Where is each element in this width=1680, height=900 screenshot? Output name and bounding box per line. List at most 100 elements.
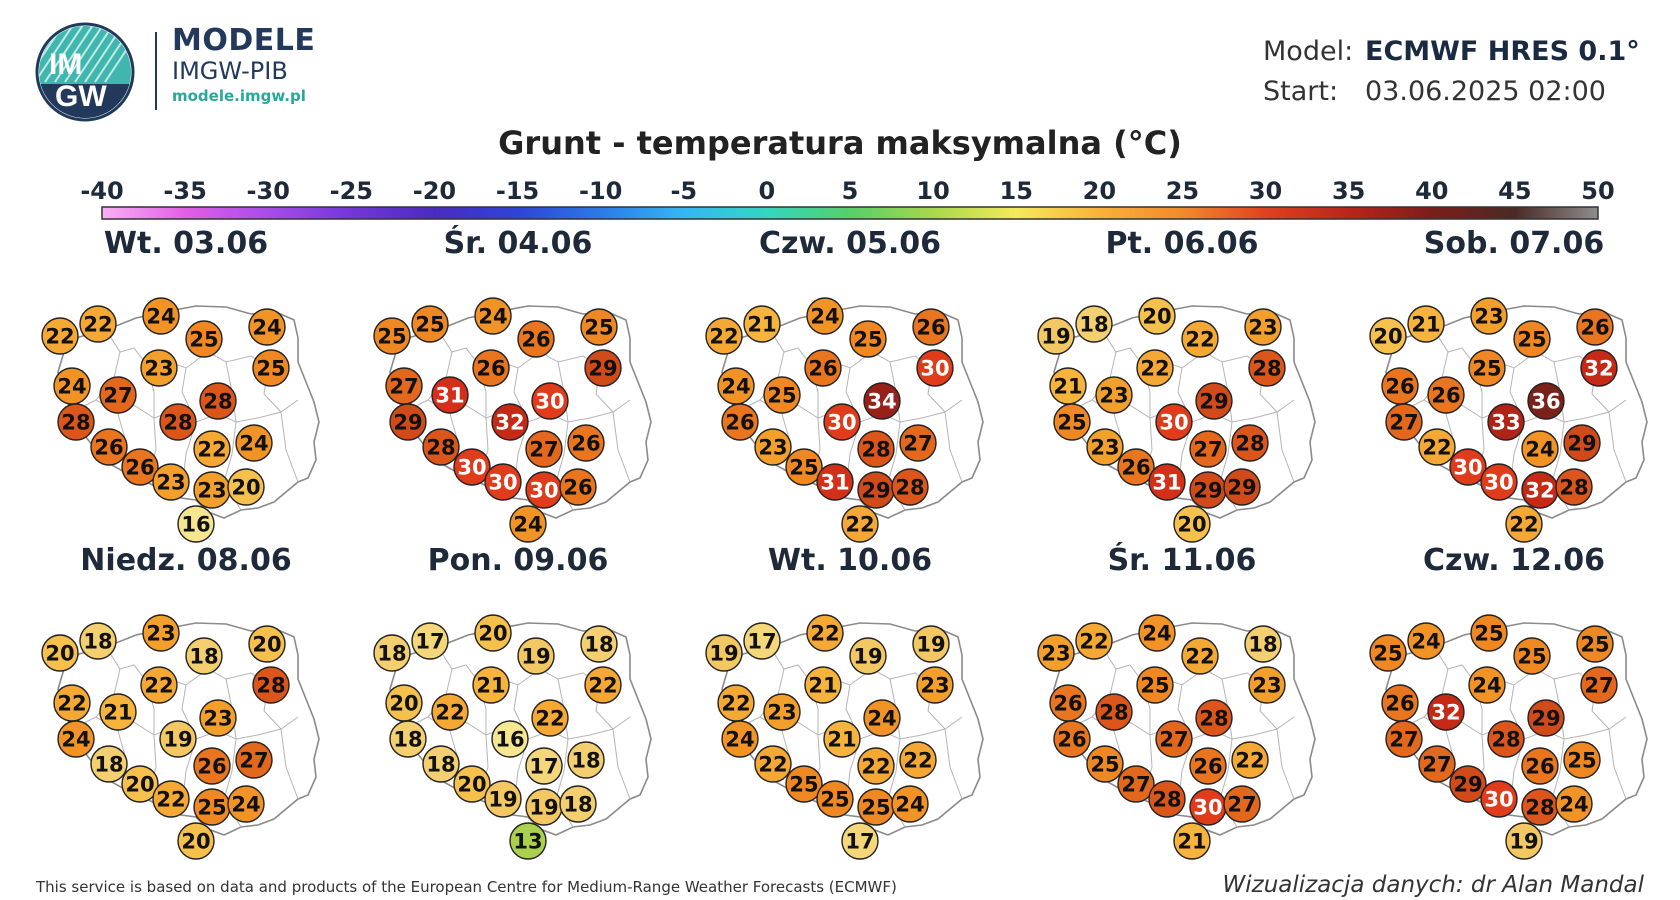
temperature-circle: [1563, 424, 1601, 462]
temperature-marker: 26: [1049, 684, 1087, 722]
temperature-marker: 30: [1155, 403, 1193, 441]
model-label: Model:: [1263, 36, 1354, 67]
temperature-marker: 17: [841, 822, 879, 860]
scale-tick-label: -5: [670, 177, 697, 205]
temperature-value: 23: [1248, 316, 1277, 340]
scale-tick-label: 15: [1000, 177, 1033, 205]
temperature-value: 25: [1140, 674, 1169, 698]
temperature-value: 28: [1525, 796, 1554, 820]
temperature-value: 28: [163, 411, 192, 435]
temperature-circle: [912, 625, 950, 663]
temperature-value: 26: [1057, 728, 1086, 752]
temperature-circle: [1136, 666, 1174, 704]
temperature-circle: [1037, 634, 1075, 672]
temperature-circle: [1418, 745, 1456, 783]
temperature-marker: 25: [1086, 745, 1124, 783]
temperature-circle: [235, 424, 273, 462]
temperature-circle: [1521, 430, 1559, 468]
temperature-marker: 18: [90, 745, 128, 783]
temperature-circle: [248, 308, 286, 346]
temperature-marker: 32: [1427, 693, 1465, 731]
temperature-circle: [1513, 320, 1551, 358]
temperature-value: 30: [1453, 456, 1482, 480]
temperature-marker: 18: [559, 785, 597, 823]
temperature-marker: 27: [1580, 666, 1618, 704]
temperature-circle: [79, 622, 117, 660]
temperature-marker: 22: [53, 684, 91, 722]
temperature-circle: [1037, 317, 1075, 355]
temperature-value: 28: [861, 438, 890, 462]
temperature-marker: 29: [389, 403, 427, 441]
temperature-marker: 24: [53, 367, 91, 405]
temperature-value: 26: [94, 436, 123, 460]
temperature-value: 30: [827, 411, 856, 435]
region-border: [612, 411, 631, 483]
scale-tick-label: 35: [1332, 177, 1365, 205]
temperature-marker: 29: [1195, 382, 1233, 420]
temperature-circle: [142, 297, 180, 335]
temperature-marker: 31: [816, 463, 854, 501]
temperature-circle: [1505, 822, 1543, 860]
temperature-circle: [1223, 785, 1261, 823]
temperature-value: 20: [1373, 325, 1402, 349]
temperature-marker: 21: [1407, 305, 1445, 343]
temperature-circle: [431, 693, 469, 731]
temperature-marker: 24: [717, 367, 755, 405]
temperature-circle: [857, 430, 895, 468]
brand-url-link[interactable]: modele.imgw.pl: [172, 87, 306, 105]
temperature-circle: [1480, 463, 1518, 501]
temperature-value: 29: [1567, 432, 1596, 456]
temperature-marker: 21: [99, 693, 137, 731]
temperature-circle: [891, 785, 929, 823]
temperature-circle: [1449, 765, 1487, 803]
temperature-circle: [509, 505, 547, 543]
temperature-circle: [1468, 666, 1506, 704]
temperature-value: 31: [1152, 471, 1181, 495]
temperature-value: 25: [1580, 633, 1609, 657]
temperature-marker: 22: [1075, 622, 1113, 660]
region-border: [944, 728, 963, 800]
temperature-value: 25: [415, 313, 444, 337]
temperature-value: 20: [252, 633, 281, 657]
temperature-marker: 28: [422, 428, 460, 466]
temperature-value: 22: [1185, 328, 1214, 352]
temperature-marker: 30: [531, 382, 569, 420]
temperature-value: 29: [861, 479, 890, 503]
temperature-marker: 22: [899, 741, 937, 779]
temperature-marker: 25: [785, 765, 823, 803]
temperature-value: 25: [189, 328, 218, 352]
temperature-circle: [389, 720, 427, 758]
temperature-value: 22: [535, 707, 564, 731]
temperature-circle: [857, 747, 895, 785]
temperature-value: 21: [1177, 830, 1206, 854]
temperature-circle: [474, 614, 512, 652]
temperature-circle: [1468, 349, 1506, 387]
temperature-value: 25: [1517, 645, 1546, 669]
temperature-circle: [1427, 376, 1465, 414]
temperature-marker: 29: [1189, 471, 1227, 509]
temperature-circle: [248, 625, 286, 663]
temperature-marker: 28: [199, 382, 237, 420]
temperature-value: 24: [1525, 438, 1554, 462]
temperature-value: 26: [808, 357, 837, 381]
temperature-marker: 24: [474, 297, 512, 335]
temperature-value: 16: [181, 513, 210, 537]
temperature-value: 22: [1140, 357, 1169, 381]
scale-tick-label: -35: [163, 177, 206, 205]
scale-tick-label: -25: [330, 177, 373, 205]
temperature-marker: 32: [491, 403, 529, 441]
temperature-circle: [235, 741, 273, 779]
temperature-marker: 25: [252, 349, 290, 387]
temperature-marker: 28: [1195, 699, 1233, 737]
logo-text-bottom: GW: [55, 80, 107, 113]
temperature-value: 23: [1252, 674, 1281, 698]
temperature-circle: [841, 822, 879, 860]
temperature-value: 28: [1235, 432, 1264, 456]
temperature-marker: 22: [79, 305, 117, 343]
temperature-marker: 18: [373, 634, 411, 672]
day-title: Niedz. 08.06: [80, 543, 292, 578]
temperature-value: 26: [476, 357, 505, 381]
temperature-marker: 22: [1505, 505, 1543, 543]
